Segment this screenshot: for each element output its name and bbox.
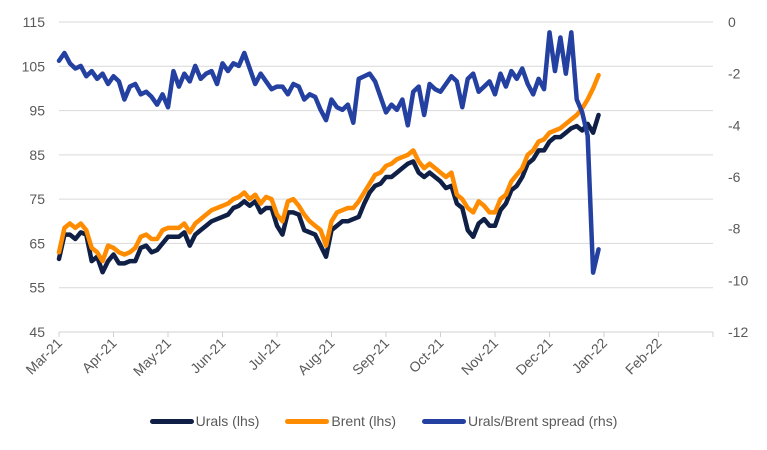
x-tick-label: Jul-21 <box>245 335 283 373</box>
y-right-tick-label: -10 <box>728 272 748 288</box>
x-tick-label: Apr-21 <box>79 335 120 376</box>
y-right-tick-label: -4 <box>728 117 741 133</box>
legend-swatch-brent <box>285 418 330 424</box>
y-left-tick-label: 75 <box>29 191 45 207</box>
legend-label-spread: Urals/Brent spread (rhs) <box>467 413 618 429</box>
y-left-tick-label: 95 <box>29 103 45 119</box>
legend-item-spread[interactable]: Urals/Brent spread (rhs) <box>421 413 618 429</box>
y-left-tick-label: 105 <box>22 58 46 74</box>
y-left-tick-label: 65 <box>29 235 45 251</box>
y-left-tick-label: 55 <box>29 280 45 296</box>
legend: Urals (lhs) Brent (lhs) Urals/Brent spre… <box>0 406 767 436</box>
legend-item-urals[interactable]: Urals (lhs) <box>149 413 260 429</box>
y-right-tick-label: -8 <box>728 221 741 237</box>
legend-label-urals: Urals (lhs) <box>195 413 260 429</box>
x-tick-label: Sep-21 <box>349 335 392 378</box>
x-tick-label: Jan-22 <box>569 335 611 377</box>
y-right-tick-label: -6 <box>728 169 741 185</box>
legend-label-brent: Brent (lhs) <box>331 413 396 429</box>
x-tick-label: Aug-21 <box>294 335 337 378</box>
legend-swatch-spread <box>421 418 466 424</box>
x-tick-label: Jun-21 <box>187 335 229 377</box>
y-left-tick-label: 45 <box>29 324 45 340</box>
x-tick-label: Nov-21 <box>458 335 501 378</box>
x-tick-label: Dec-21 <box>512 335 555 378</box>
x-tick-label: Oct-21 <box>406 335 447 376</box>
y-axis-left: 45 55 65 75 85 95 105 115 <box>22 14 46 340</box>
series-line-urals <box>56 112 601 275</box>
x-axis: Mar-21 Apr-21 May-21 Jun-21 Jul-21 Aug-21 Sep-… <box>22 332 714 379</box>
y-axis-right: -12 -10 -8 -6 -4 -2 0 <box>728 14 748 340</box>
y-left-tick-label: 115 <box>23 14 46 30</box>
legend-item-brent[interactable]: Brent (lhs) <box>285 413 396 429</box>
x-tick-label: Mar-21 <box>22 335 65 378</box>
series-line-spread <box>56 30 601 275</box>
y-right-tick-label: -12 <box>728 324 748 340</box>
legend-swatch-urals <box>149 418 194 424</box>
y-left-tick-label: 85 <box>29 147 45 163</box>
y-right-tick-label: 0 <box>728 14 736 30</box>
series-lines <box>56 30 601 275</box>
x-tick-label: Feb-22 <box>622 335 665 378</box>
y-right-tick-label: -2 <box>728 66 741 82</box>
x-tick-label: May-21 <box>130 335 174 379</box>
series-line-brent <box>56 72 601 264</box>
